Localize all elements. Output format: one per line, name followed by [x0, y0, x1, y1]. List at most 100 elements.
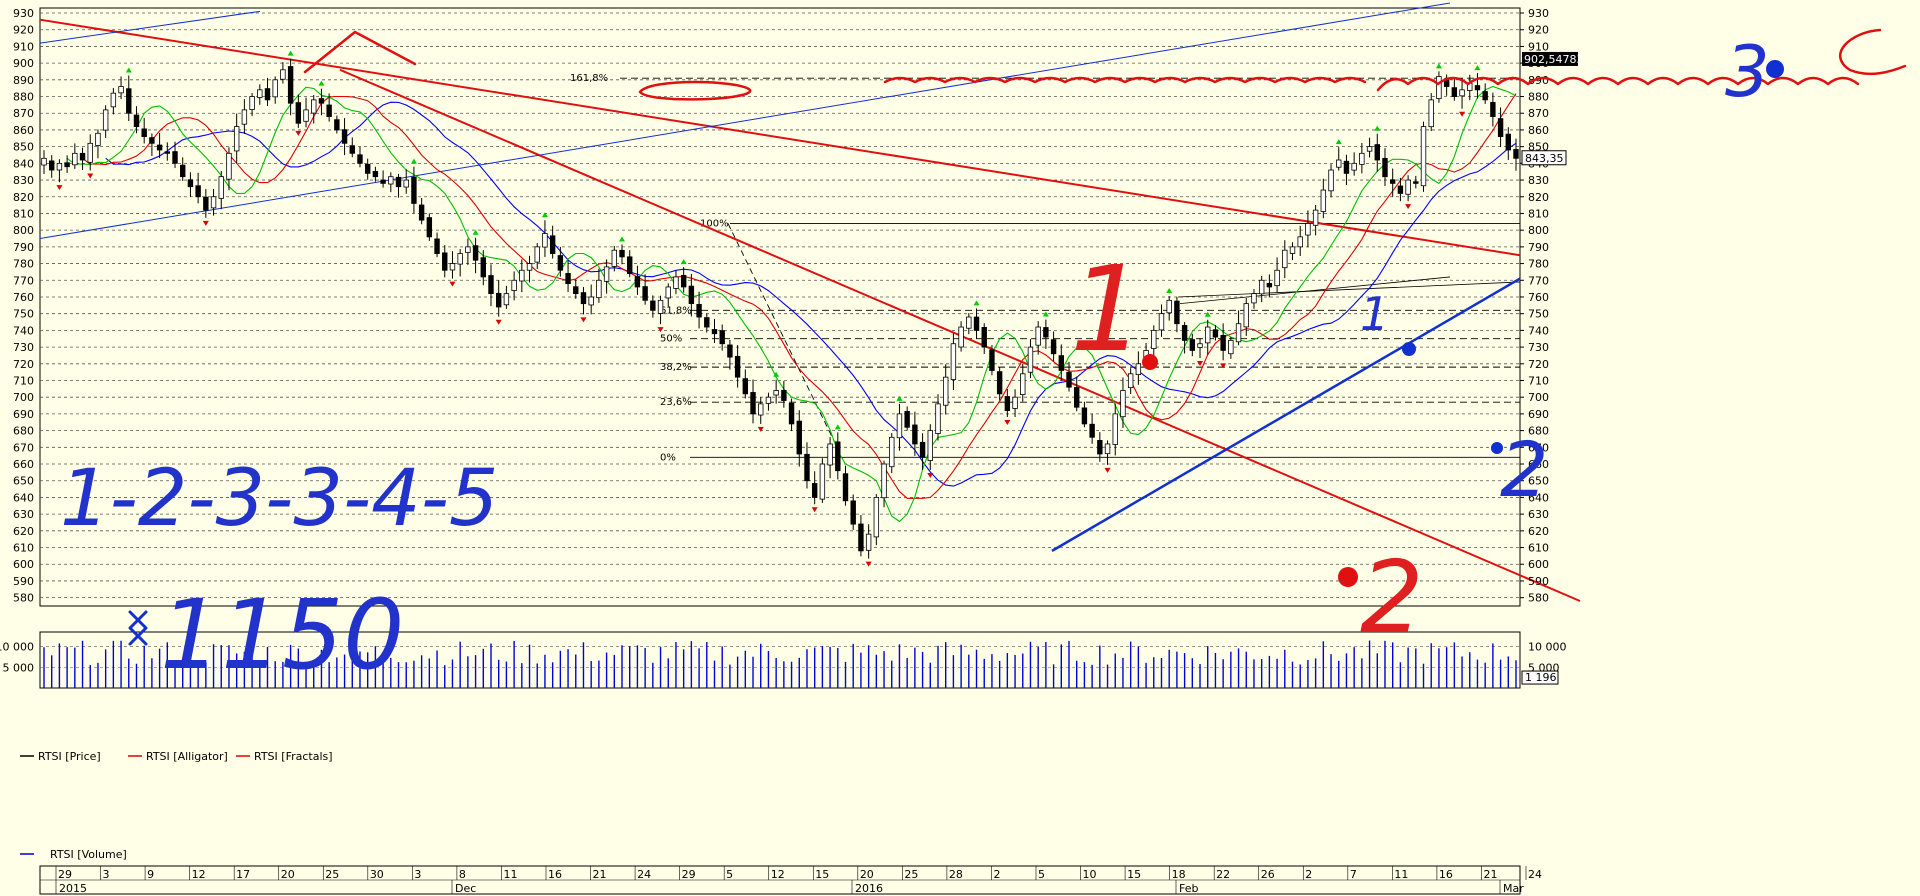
- candle-body: [1220, 335, 1226, 351]
- date-day-label: 20: [860, 868, 874, 881]
- fractal-down-marker: [1405, 204, 1412, 210]
- candle-body: [966, 316, 972, 329]
- price-tick-label: 780: [13, 258, 34, 271]
- candle-body: [257, 89, 263, 98]
- price-axis-right: 580 590 600 610 620 630 640 650 660 670 680 690 700 7…: [1520, 7, 1584, 605]
- candle-body: [827, 443, 833, 466]
- current-price-box: [1521, 150, 1567, 166]
- candle-body: [287, 66, 294, 104]
- fractal-down-marker: [202, 220, 209, 226]
- date-day-label: 11: [503, 868, 517, 881]
- candle-body: [1320, 189, 1327, 212]
- price-tick-label: 860: [1528, 124, 1549, 137]
- candle-body: [719, 330, 725, 345]
- candle-body: [1174, 300, 1180, 325]
- date-day-label: 3: [103, 868, 110, 881]
- candle-body: [1428, 99, 1434, 128]
- fractal-down-marker: [1104, 467, 1111, 473]
- fractal-down-marker: [1459, 111, 1466, 117]
- blue-arrow-scribble: [128, 610, 148, 646]
- candle-body: [904, 411, 910, 428]
- price-tick-label: 770: [1528, 274, 1549, 287]
- candle-body: [596, 279, 602, 299]
- candle-body: [72, 152, 78, 166]
- price-tick-label: 750: [13, 308, 34, 321]
- price-tick-label: 800: [1528, 224, 1549, 237]
- annotation-text: 3: [1725, 31, 1770, 113]
- candle-body: [1074, 387, 1080, 408]
- volume-tick-label: 10 000: [0, 641, 34, 654]
- fractal-up-marker: [773, 371, 780, 377]
- candle-body: [973, 316, 980, 331]
- candle-body: [1266, 283, 1273, 288]
- candle-body: [673, 276, 679, 289]
- fractal-up-marker: [1374, 125, 1381, 131]
- candle-body: [272, 79, 278, 98]
- red-oval-scribble: [638, 80, 752, 101]
- price-tick-label: 740: [1528, 324, 1549, 337]
- candle-body: [557, 255, 564, 271]
- date-month-label: 2016: [855, 882, 883, 895]
- fib-level-label: 23,6%: [660, 397, 692, 408]
- candle-body: [1312, 209, 1319, 226]
- fractal-down-marker: [56, 185, 63, 191]
- candle-body: [1289, 246, 1296, 254]
- candle-body: [1151, 329, 1157, 349]
- price-tick-label: 930: [1528, 7, 1549, 20]
- price-tick-label: 580: [13, 592, 34, 605]
- candle-body: [1243, 303, 1249, 328]
- candle-body: [1397, 185, 1404, 194]
- date-day-label: 25: [325, 868, 339, 881]
- candle-body: [156, 144, 163, 151]
- candle-body: [773, 390, 779, 396]
- candle-body: [1027, 346, 1034, 373]
- candle-body: [865, 533, 872, 551]
- candle-body: [442, 252, 448, 271]
- candle-body: [1436, 76, 1442, 100]
- candle-body: [1359, 152, 1365, 165]
- candle-body: [187, 179, 194, 188]
- annotation-text: 1-2-3-3-4-5: [60, 454, 498, 544]
- fractal-down-marker: [580, 317, 587, 323]
- date-day-label: 12: [192, 868, 206, 881]
- candle-body: [480, 257, 486, 278]
- candle-body: [1081, 407, 1088, 425]
- date-day-label: 7: [1350, 868, 1357, 881]
- candle-body: [727, 344, 733, 358]
- candle-body: [1451, 87, 1458, 97]
- candle-body: [1482, 91, 1488, 101]
- volume-current-box: [1521, 670, 1559, 685]
- candle-body: [750, 392, 756, 415]
- candle-body: [1197, 343, 1203, 348]
- candle-body: [981, 327, 987, 348]
- fractal-up-marker: [1335, 139, 1342, 145]
- candle-body: [1305, 223, 1311, 236]
- candle-body: [642, 286, 648, 301]
- candle-body: [1343, 160, 1350, 174]
- candle-body: [1474, 85, 1481, 91]
- candle-body: [1097, 440, 1103, 455]
- red-trendline-long: [39, 18, 1521, 257]
- candle-body: [696, 304, 702, 318]
- candle-body: [804, 453, 810, 482]
- candle-body: [1050, 339, 1057, 355]
- candle-body: [1382, 157, 1388, 178]
- fractal-markers: [56, 50, 1481, 567]
- candle-body: [896, 413, 903, 439]
- blue-trendline-thin: [39, 2, 1451, 240]
- fractal-up-marker: [125, 67, 132, 73]
- price-tick-label: 580: [1528, 592, 1549, 605]
- candle-body: [950, 343, 957, 380]
- candle-body: [141, 128, 147, 138]
- candle-body: [1336, 159, 1342, 168]
- candle-body: [1251, 293, 1257, 304]
- candle-body: [1413, 181, 1419, 184]
- fractal-up-marker: [1435, 63, 1442, 69]
- date-day-label: 21: [1483, 868, 1497, 881]
- candle-body: [1405, 179, 1411, 195]
- candle-body: [295, 102, 302, 124]
- price-tick-label: 670: [1528, 441, 1549, 454]
- price-tick-label: 850: [13, 141, 34, 154]
- price-tick-label: 590: [1528, 575, 1549, 588]
- candle-body: [1181, 325, 1188, 341]
